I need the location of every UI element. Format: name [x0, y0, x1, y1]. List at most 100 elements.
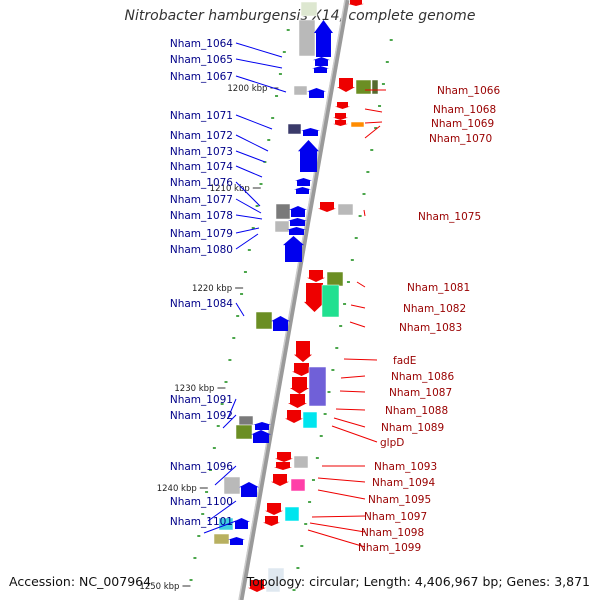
leader-line	[333, 417, 366, 428]
gene-label-left: Nham_1064	[170, 38, 233, 50]
accession-label: Accession: NC_007964	[9, 574, 152, 589]
gene-arrow-left-strand	[233, 518, 250, 529]
feature-box	[290, 478, 306, 492]
gene-arrow-right-strand	[348, 0, 364, 6]
leader-line	[364, 125, 381, 139]
gene-label-left: Nham_1080	[170, 244, 233, 256]
leader-line	[335, 408, 366, 411]
feature-box	[213, 533, 230, 545]
leader-line	[331, 425, 378, 443]
leader-line	[235, 150, 266, 163]
gene-label-right: Nham_1075	[418, 211, 481, 223]
genome-summary: Topology: circular; Length: 4,406,967 bp…	[246, 574, 590, 589]
gene-label-right: Nham_1089	[381, 422, 444, 434]
gene-arrow-left-strand	[295, 178, 312, 186]
feature-box	[238, 415, 254, 426]
leader-line	[203, 520, 237, 534]
gene-arrow-left-strand	[298, 140, 319, 172]
feature-box	[308, 366, 327, 407]
gene-label-right: glpD	[380, 437, 404, 449]
feature-box	[293, 455, 309, 469]
feature-box	[300, 1, 318, 17]
gene-label-left: Nham_1100	[170, 496, 233, 508]
feature-box	[321, 284, 340, 318]
gene-arrow-right-strand	[248, 580, 266, 592]
leader-line	[235, 233, 259, 250]
genome-axis-line	[238, 0, 350, 600]
gene-label-right: Nham_1083	[399, 322, 462, 334]
gene-arrow-right-strand	[265, 503, 283, 515]
gene-arrow-right-strand	[294, 341, 312, 362]
gene-label-right: Nham_1098	[361, 527, 424, 539]
gene-label-right: Nham_1082	[403, 303, 466, 315]
leader-line	[364, 108, 383, 113]
gene-arrow-right-strand	[288, 394, 307, 408]
gene-label-right: Nham_1094	[372, 477, 435, 489]
gene-arrow-right-strand	[271, 474, 289, 486]
gene-arrow-left-strand	[314, 20, 333, 57]
feature-box	[337, 203, 354, 216]
scale-label: 1250 kbp	[139, 582, 179, 592]
feature-box	[265, 581, 281, 593]
scale-label: 1210 kbp	[210, 184, 250, 194]
feature-box	[255, 311, 273, 330]
feature-box	[326, 271, 344, 287]
gene-arrow-left-strand	[251, 430, 271, 443]
gene-label-left: Nham_1072	[170, 130, 233, 142]
gene-arrow-left-strand	[313, 57, 330, 66]
scale-label: 1200 kbp	[227, 84, 267, 94]
feature-box	[284, 506, 300, 522]
gene-arrow-right-strand	[318, 202, 336, 212]
leader-line	[340, 375, 366, 379]
feature-box	[350, 121, 365, 128]
leader-line	[235, 165, 263, 178]
gene-label-left: Nham_1092	[170, 410, 233, 422]
gene-arrow-left-strand	[228, 537, 245, 545]
gene-arrow-left-strand	[301, 128, 320, 136]
gene-label-left: Nham_1065	[170, 54, 233, 66]
gene-arrow-right-strand	[304, 283, 325, 312]
leader-line	[339, 390, 366, 393]
gene-arrow-left-strand	[307, 88, 326, 98]
leader-line	[235, 58, 283, 69]
feature-box	[274, 220, 290, 233]
leader-line	[235, 302, 245, 317]
leader-line	[222, 414, 237, 429]
gene-arrow-right-strand	[292, 363, 311, 376]
leader-line	[235, 198, 262, 214]
gene-label-right: Nham_1093	[374, 461, 437, 473]
gene-arrow-right-strand	[275, 452, 293, 462]
feature-box	[287, 123, 302, 135]
gene-label-right: Nham_1099	[358, 542, 421, 554]
gene-label-right: Nham_1086	[391, 371, 454, 383]
scale-label: 1220 kbp	[192, 284, 232, 294]
leader-line	[349, 321, 366, 328]
gene-arrow-left-strand	[288, 218, 307, 226]
gene-label-left: Nham_1079	[170, 228, 233, 240]
gene-arrow-right-strand	[290, 377, 309, 394]
gene-label-right: Nham_1088	[385, 405, 448, 417]
leader-line	[235, 42, 283, 58]
feature-box	[275, 203, 291, 220]
gene-label-left: Nham_1071	[170, 110, 233, 122]
leader-line	[309, 522, 366, 533]
gene-arrow-left-strand	[283, 236, 304, 262]
gene-arrow-right-strand	[333, 113, 348, 120]
gene-arrow-left-strand	[312, 66, 329, 73]
gene-label-right: Nham_1087	[389, 387, 452, 399]
leader-line	[356, 281, 366, 288]
gene-label-left: Nham_1073	[170, 146, 233, 158]
leader-line	[363, 209, 366, 217]
leader-line	[235, 134, 269, 152]
gene-label-left: Nham_1074	[170, 161, 233, 173]
gene-label-left: Nham_1096	[170, 461, 233, 473]
gene-arrow-right-strand	[307, 270, 325, 282]
gene-label-right: Nham_1095	[368, 494, 431, 506]
gene-label-right: Nham_1069	[431, 118, 494, 130]
gene-arrow-right-strand	[263, 516, 280, 526]
feature-box	[371, 79, 379, 95]
gene-label-right: Nham_1068	[433, 104, 496, 116]
gene-arrow-right-strand	[274, 462, 292, 470]
feature-box	[218, 517, 234, 531]
